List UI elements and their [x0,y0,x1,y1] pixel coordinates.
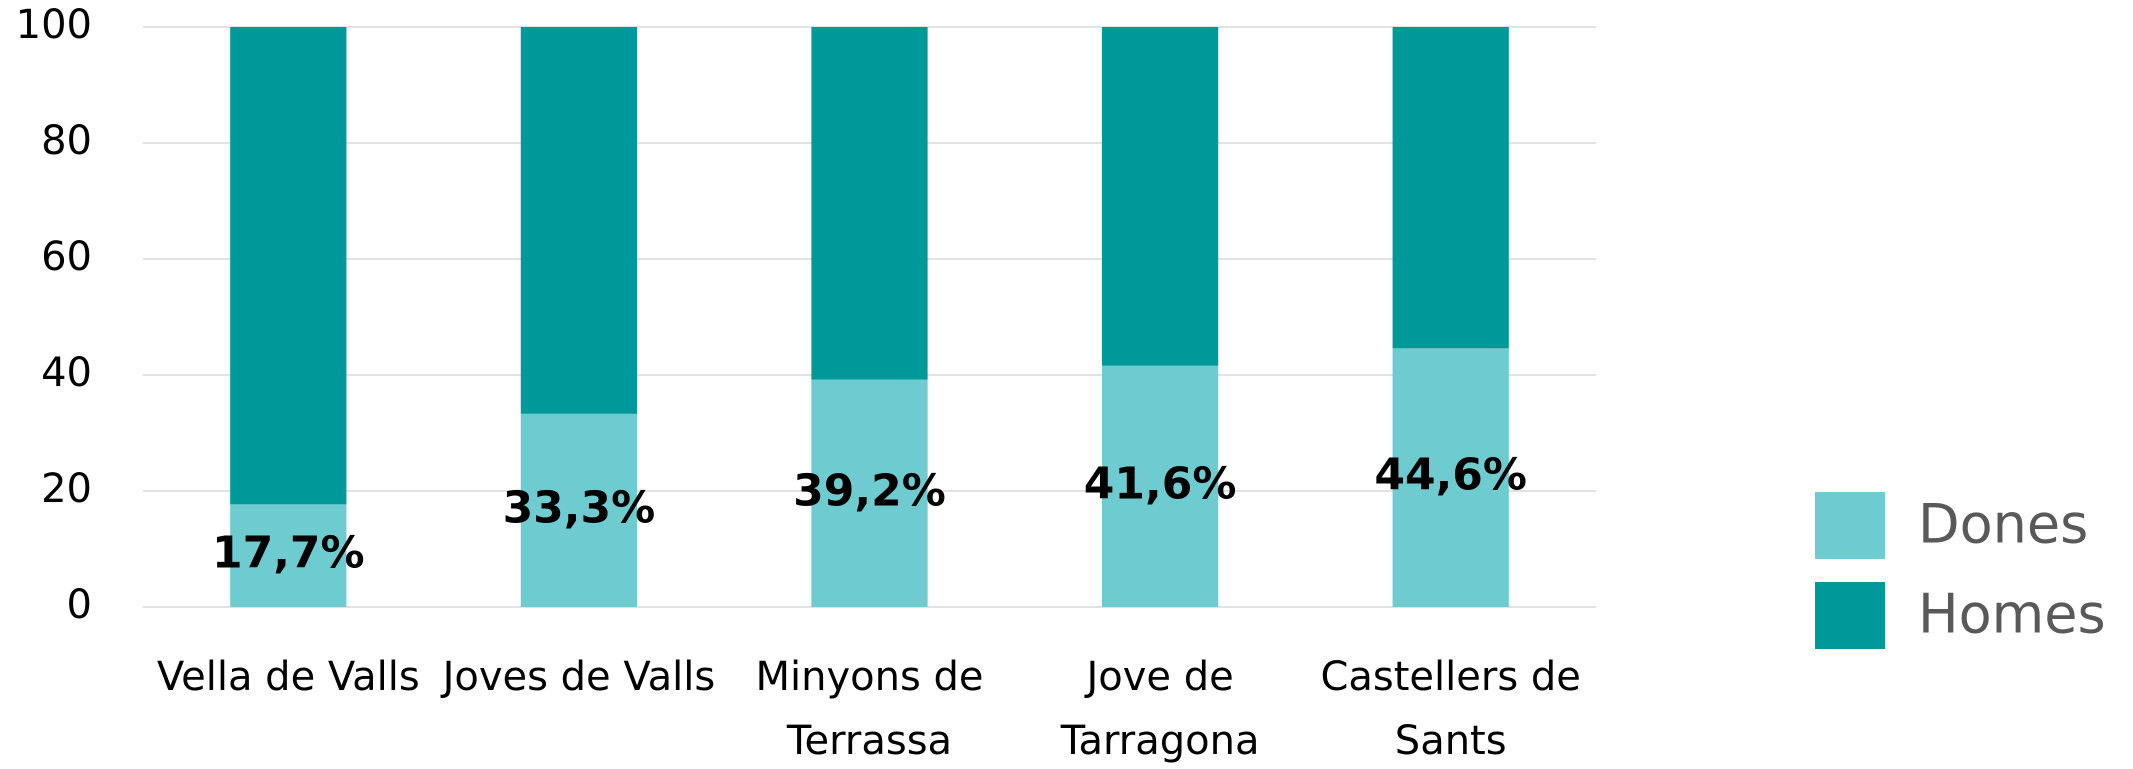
legend-swatch [1815,492,1885,559]
y-tick-label: 20 [41,466,92,512]
value-label: 33,3% [503,482,656,533]
value-label: 44,6% [1374,450,1527,501]
legend-label: Dones [1918,493,2088,556]
value-label: 39,2% [793,465,946,516]
bar-segment [1392,27,1509,349]
y-tick-label: 40 [41,350,92,396]
bar-segment [811,379,928,607]
x-tick-label: Vella de Valls [156,654,420,700]
y-tick-label: 60 [41,234,92,280]
legend-swatch [1815,582,1885,649]
bar-segment [230,504,347,607]
x-tick-label: Joves de Valls [442,654,716,700]
value-label: 17,7% [212,528,365,579]
x-tick-label: Jove de Tarragona [1060,654,1260,764]
x-tick-label: Castellers de Sants [1320,654,1581,764]
y-tick-label: 80 [41,118,92,164]
bar-segment [811,27,928,380]
x-tick-label: Minyons de Terrassa [755,654,984,764]
bar-segment [1392,348,1509,607]
bar-segment [520,413,638,607]
legend-label: Homes [1918,583,2106,646]
bar-segment [520,27,638,414]
bar-segment [230,27,347,505]
bar-segment [1101,27,1219,366]
y-tick-label: 100 [16,2,92,48]
bar-segment [1101,365,1219,607]
y-tick-label: 0 [67,582,92,628]
value-label: 41,6% [1084,458,1237,509]
